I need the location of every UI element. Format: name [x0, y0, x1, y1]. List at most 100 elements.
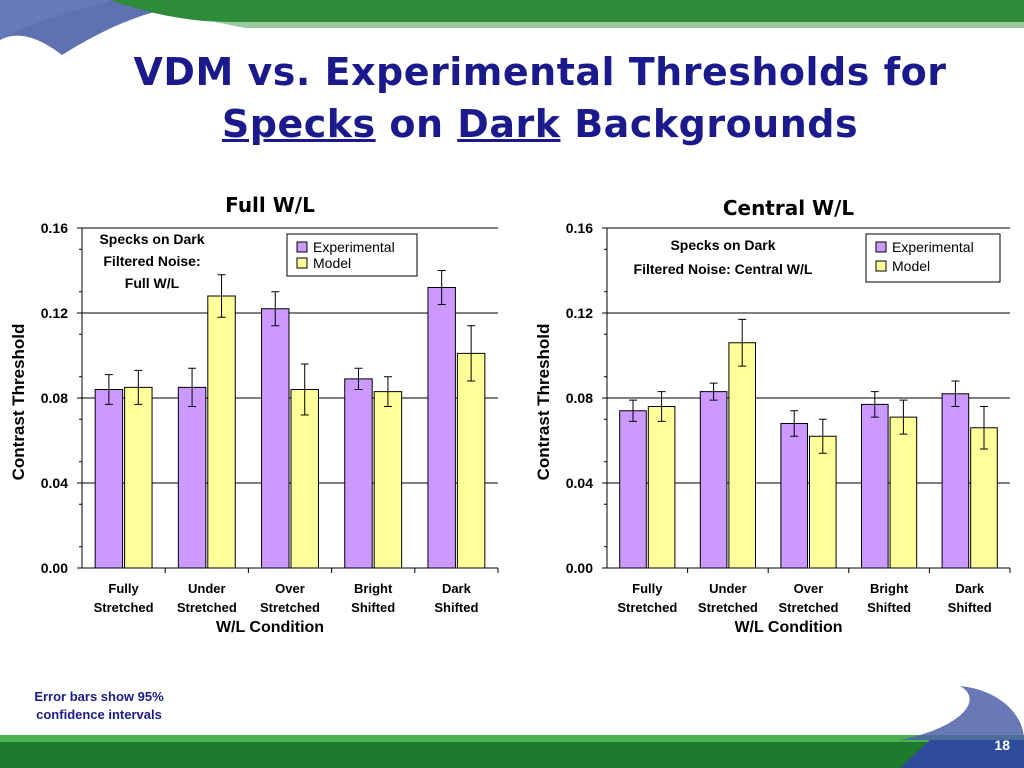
error-bar: [657, 391, 666, 422]
y-axis-label: Contrast Threshold: [9, 324, 28, 481]
bar-experimental: [344, 378, 373, 569]
x-tick-label: Under: [709, 581, 747, 596]
legend-label-experimental: Experimental: [313, 239, 395, 255]
legend-box: [286, 233, 418, 277]
x-tick-label: Under: [188, 581, 226, 596]
legend-swatch-model: [875, 260, 887, 272]
chart-annotation-line: Filtered Noise: Central W/L: [634, 261, 813, 277]
legend-swatch-experimental: [875, 241, 887, 253]
x-tick-label: Stretched: [698, 600, 758, 615]
error-bar: [134, 369, 143, 405]
x-tick-label: Shifted: [351, 600, 395, 615]
x-tick-label: Shifted: [867, 600, 911, 615]
legend-label-model: Model: [313, 255, 351, 271]
x-tick-label: Dark: [955, 581, 985, 596]
error-bar: [709, 382, 718, 401]
legend-box: [865, 233, 1001, 283]
chart-annotation-line: Full W/L: [125, 275, 180, 291]
title-word-specks: Specks: [221, 102, 376, 146]
y-axis-label: Contrast Threshold: [534, 324, 553, 481]
error-bar: [818, 418, 827, 454]
bar-model: [124, 386, 153, 569]
title-word-dark: Dark: [457, 102, 561, 146]
error-bar: [899, 399, 908, 435]
chart-title: Full W/L: [225, 193, 315, 217]
error-bar: [629, 399, 638, 422]
x-tick-label: Fully: [108, 581, 139, 596]
legend-swatch-model: [296, 257, 308, 269]
y-tick-label: 0.12: [566, 305, 593, 321]
x-tick-label: Stretched: [94, 600, 154, 615]
bar-model: [889, 416, 918, 569]
y-tick-label: 0.00: [566, 560, 593, 576]
error-bar: [467, 325, 476, 382]
y-tick-label: 0.08: [566, 390, 593, 406]
y-tick-label: 0.04: [41, 475, 68, 491]
bar-model: [728, 342, 756, 569]
error-bar: [870, 391, 879, 418]
bar-experimental: [699, 391, 728, 569]
chart-annotation-line: Specks on Dark: [99, 231, 204, 247]
bar-experimental: [261, 308, 290, 569]
title-word-backgrounds: Backgrounds: [574, 102, 859, 146]
chart-annotation-line: Specks on Dark: [670, 237, 775, 253]
y-tick-label: 0.16: [566, 220, 593, 236]
chart-central-wl: Central W/L 0.00 0.04 0.08 0.12 0.16 Contrast …: [534, 196, 1011, 636]
legend-label-model: Model: [892, 258, 930, 274]
error-bar: [383, 376, 392, 407]
x-axis-label: W/L Condition: [734, 619, 842, 636]
footnote: Error bars show 95% confidence intervals: [6, 688, 192, 724]
footnote-line-1: Error bars show 95%: [34, 689, 164, 704]
x-tick-label: Fully: [632, 581, 663, 596]
error-bar: [104, 374, 113, 405]
bar-experimental: [941, 393, 970, 569]
bar-experimental: [94, 389, 124, 569]
error-bar: [738, 318, 747, 367]
bar-experimental: [177, 386, 207, 569]
x-tick-label: Bright: [354, 581, 393, 596]
bar-model: [373, 391, 403, 569]
error-bar: [271, 291, 280, 327]
error-bar: [300, 363, 309, 416]
legend-label-experimental: Experimental: [892, 239, 974, 255]
error-bar: [979, 406, 988, 450]
chart-annotation-line: Filtered Noise:: [103, 253, 200, 269]
page-title-line-1: VDM vs. Experimental Thresholds for: [60, 50, 1020, 94]
x-tick-label: Over: [275, 581, 305, 596]
error-bar: [188, 367, 197, 407]
bar-model: [290, 389, 319, 569]
y-tick-label: 0.12: [41, 305, 68, 321]
chart-title: Central W/L: [723, 196, 855, 220]
error-bar: [790, 410, 799, 437]
footnote-line-2: confidence intervals: [36, 707, 162, 722]
x-tick-label: Over: [794, 581, 824, 596]
bar-model: [809, 435, 837, 569]
error-bar: [217, 274, 226, 318]
legend: Experimental Model: [865, 233, 1001, 283]
page-title-line-2: Specks on Dark Backgrounds: [60, 102, 1020, 146]
bar-model: [456, 352, 486, 569]
bar-model: [207, 295, 236, 569]
bar-experimental: [861, 403, 889, 569]
bar-experimental: [427, 287, 456, 569]
x-tick-label: Shifted: [434, 600, 478, 615]
x-tick-label: Bright: [870, 581, 909, 596]
error-bar: [951, 380, 960, 407]
x-axis-label: W/L Condition: [216, 619, 324, 636]
x-tick-label: Dark: [442, 581, 472, 596]
title-text-1: VDM vs. Experimental Thresholds for: [133, 50, 947, 94]
error-bar: [354, 367, 363, 390]
y-tick-label: 0.00: [41, 560, 68, 576]
y-tick-label: 0.08: [41, 390, 68, 406]
bar-experimental: [780, 423, 809, 569]
x-tick-label: Stretched: [260, 600, 320, 615]
title-word-on: on: [389, 102, 444, 146]
y-tick-label: 0.16: [41, 220, 68, 236]
page-number: 18: [994, 737, 1010, 753]
x-tick-label: Stretched: [177, 600, 237, 615]
y-tick-label: 0.04: [566, 475, 593, 491]
error-bar: [437, 270, 446, 305]
legend-swatch-experimental: [296, 241, 308, 253]
